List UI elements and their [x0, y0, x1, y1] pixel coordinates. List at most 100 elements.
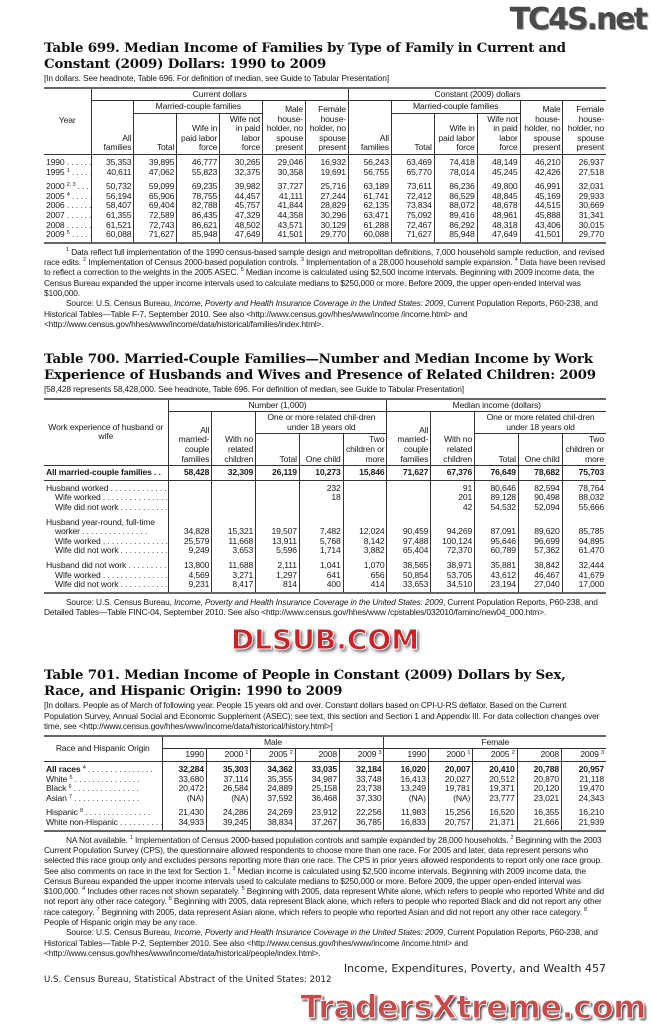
- table-cell: 71,627: [133, 230, 177, 243]
- header-year-text: 2005: [490, 749, 510, 760]
- row-label: worker . . . . . . . . . . . . . . .: [44, 527, 168, 537]
- table-row: Husband worked . . . . . . . . . . . . .…: [44, 480, 606, 494]
- table-cell: 20,027: [427, 774, 473, 785]
- footnote-marker: 7: [69, 793, 72, 800]
- footnote-marker: 3: [601, 750, 604, 757]
- footnote-marker: 1: [66, 167, 70, 174]
- table-cell: 27,518: [562, 167, 606, 178]
- table-cell: 27,040: [517, 580, 563, 593]
- header-year: Year: [44, 87, 91, 156]
- table-cell: 45,169: [519, 191, 563, 202]
- table-cell: 32,284: [161, 761, 207, 775]
- table-cell: 50,732: [90, 177, 134, 192]
- table-cell: 39,982: [219, 177, 263, 192]
- table-cell: 10,273: [298, 465, 344, 481]
- table-cell: 60,088: [90, 230, 134, 243]
- table-cell: 27,244: [305, 191, 349, 202]
- table-cell: 35,353: [90, 154, 134, 168]
- table-row: Wife did not work . . . . . . . . . . . …: [44, 503, 606, 513]
- table-cell: 20,757: [427, 818, 473, 831]
- table-cell: 74,418: [433, 154, 478, 168]
- header-no-children: With no related children: [211, 411, 256, 467]
- row-label-text: Husband year-round, full-time: [46, 516, 155, 527]
- table-cell: 86,236: [433, 177, 478, 192]
- table-700-section: Table 700. Married-Couple Families—Numbe…: [44, 351, 606, 617]
- row-label-text: 1990: [46, 157, 65, 168]
- table-cell: 35,303: [205, 761, 251, 775]
- footnote-marker: 6: [168, 896, 172, 903]
- table-cell: (NA): [383, 793, 429, 804]
- table-cell: 63,189: [347, 177, 392, 192]
- table-row: Asian 7 . . . . . . . . . . . . . . . (NA…: [44, 793, 606, 804]
- header-married-couple: Married-couple families: [390, 100, 521, 114]
- note-text: Source: U.S. Census Bureau,: [66, 596, 174, 607]
- table-cell: [255, 503, 300, 513]
- table-cell: 26,937: [562, 154, 606, 168]
- note-paragraph: Source: U.S. Census Bureau, Income, Pove…: [44, 597, 606, 618]
- table-cell: 50,854: [386, 570, 431, 581]
- header-year: 2008: [294, 748, 340, 763]
- footnote-marker: 2: [510, 834, 514, 841]
- footnote-marker: 5: [66, 230, 70, 237]
- table-cell: 71,627: [386, 465, 431, 481]
- row-label: 2005 4 . . . . . . . . . . . . . . .: [44, 192, 91, 202]
- header-wife-not-in-labor: Wife not in paid labor force: [219, 113, 263, 156]
- table-cell: 65,770: [390, 167, 435, 178]
- page-content: TC4S.net Table 699. Median Income of Fam…: [44, 2, 648, 1026]
- table-cell: 47,062: [133, 167, 177, 178]
- table-cell: 94,269: [430, 527, 475, 537]
- table-row: 2006 . . . . . . . . . . . . . . .58,407…: [44, 201, 606, 212]
- table-cell: 1,297: [255, 570, 300, 581]
- table-cell: 13,249: [383, 784, 429, 794]
- table-cell: 89,128: [474, 493, 519, 504]
- table-cell: 60,789: [474, 546, 519, 556]
- table-cell: 48,961: [476, 211, 521, 221]
- table-cell: 20,120: [516, 784, 562, 794]
- table-cell: 56,194: [90, 191, 134, 202]
- leader-dots: . . . . . . . . . . . . . . .: [66, 201, 91, 211]
- row-label-text: Wife worked: [55, 570, 101, 580]
- header-total: Total: [133, 113, 177, 156]
- footnote-marker: 6: [68, 784, 72, 791]
- row-label-text: 2006: [46, 201, 65, 211]
- table-cell: [517, 512, 563, 528]
- note-text: Includes other races not shown separatel…: [85, 886, 242, 897]
- table-cell: 90,498: [517, 493, 563, 504]
- watermark-logo-middle: DLSUB.COM: [230, 623, 420, 657]
- table-cell: 72,743: [133, 220, 177, 231]
- table-cell: 9,231: [167, 580, 212, 593]
- table-cell: 45,757: [219, 201, 263, 212]
- table-cell: [386, 480, 431, 494]
- table-cell: 49,800: [476, 177, 521, 192]
- header-year: 1990: [383, 748, 429, 763]
- table-cell: 15,256: [427, 803, 473, 819]
- table-cell: 19,371: [472, 784, 518, 794]
- table-cell: [167, 480, 212, 494]
- table-cell: 24,286: [205, 803, 251, 819]
- table-cell: 96,699: [517, 536, 563, 547]
- table-cell: 25,716: [305, 177, 349, 192]
- table-cell: 3,653: [211, 546, 256, 556]
- table-cell: 1,714: [298, 546, 344, 556]
- row-label: Asian 7 . . . . . . . . . . . . . . .: [44, 794, 162, 804]
- row-label: Husband did not work . . . . . . . . . .…: [44, 556, 168, 571]
- table-cell: 38,971: [430, 556, 475, 571]
- table-cell: 19,691: [305, 167, 349, 178]
- table-cell: 61,521: [90, 220, 134, 231]
- table-row: 2007 . . . . . . . . . . . . . . .61,355…: [44, 211, 606, 221]
- header-year: 2005 2: [472, 748, 518, 763]
- table-cell: 21,371: [472, 818, 518, 831]
- table-cell: 73,834: [390, 201, 435, 212]
- table-row: 2000 2, 3 . . . . . . . . . . . . . . .5…: [44, 177, 606, 192]
- table-cell: 7,482: [298, 527, 344, 537]
- table-cell: 19,470: [561, 784, 606, 794]
- table-cell: 19,507: [255, 527, 300, 537]
- table-cell: 8,142: [342, 536, 387, 547]
- table-cell: 24,269: [250, 803, 296, 819]
- footnote-marker: 4: [82, 765, 86, 772]
- note-paragraph: NA Not available. 1 Implementation of Ce…: [44, 835, 606, 928]
- table-cell: [255, 480, 300, 494]
- header-year-text: 2008: [318, 749, 338, 760]
- header-male-householder: Male house-holder, no spouse present: [519, 100, 563, 156]
- page-footer-section: Income, Expenditures, Poverty, and Wealt…: [343, 962, 606, 976]
